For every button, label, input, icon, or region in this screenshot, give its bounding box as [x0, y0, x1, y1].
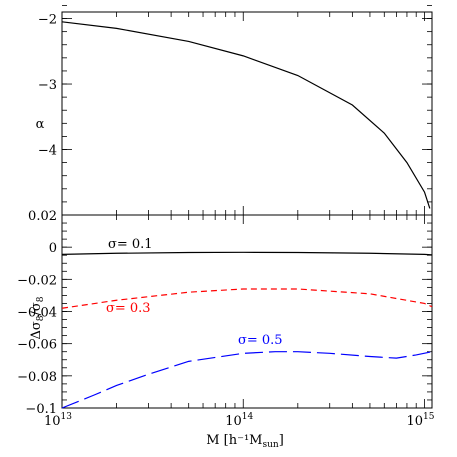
y-tick-label: −0.02: [17, 273, 57, 288]
y-tick-label: −3: [38, 78, 57, 93]
x-axis-title: M [h⁻¹Msun]: [206, 433, 284, 450]
series-line-0: [61, 21, 431, 209]
y-tick-label: −4: [38, 144, 57, 159]
y-tick-label: −2: [38, 13, 57, 28]
series-line-0: [61, 251, 433, 256]
series-line-1: [61, 288, 433, 309]
series-label-0: σ= 0.1: [108, 237, 153, 252]
series-line-2: [61, 351, 433, 409]
series-label-2: σ= 0.5: [238, 333, 283, 348]
y-tick-label: −0.06: [17, 338, 57, 353]
x-tick-label: 1013: [44, 412, 72, 429]
y-tick-label: −0.08: [17, 370, 57, 385]
y-tick-label: 0: [49, 241, 57, 256]
top-plot-frame: [61, 11, 433, 216]
y-tick-label: 0.02: [28, 209, 57, 224]
top-panel: −2 −3 −4: [38, 5, 433, 216]
y-tick-label: −0.1: [25, 402, 57, 417]
svg-text:Δσ8/σ8: Δσ8/σ8: [29, 296, 46, 339]
x-tick-label: 1015: [406, 412, 434, 429]
bottom-y-axis-title: Δσ8/σ8: [29, 296, 46, 339]
y-tick-label: −0.04: [17, 306, 57, 321]
x-tick-label: 1014: [225, 412, 253, 429]
series-label-1: σ= 0.3: [106, 301, 151, 316]
top-y-axis-title: α: [36, 117, 45, 132]
